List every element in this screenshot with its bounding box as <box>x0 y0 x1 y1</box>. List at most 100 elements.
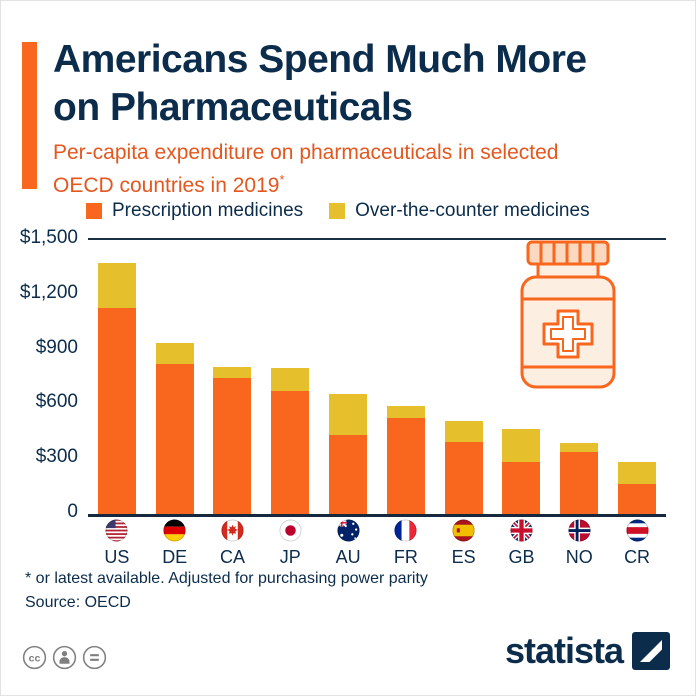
otc-segment <box>560 442 599 453</box>
prescription-segment <box>560 452 599 514</box>
cc-icon: cc <box>22 645 47 670</box>
y-axis-label: 0 <box>67 501 78 522</box>
otc-segment <box>444 421 483 443</box>
legend-label: Over-the-counter medicines <box>355 200 590 221</box>
country-code: ES <box>451 547 476 567</box>
bar-column-au <box>319 393 377 514</box>
statista-logo[interactable]: statista <box>505 630 670 672</box>
stacked-bar <box>155 343 194 514</box>
stacked-bar <box>213 366 252 514</box>
legend-item-otc: Over-the-counter medicines <box>329 200 590 222</box>
flag-gb-icon <box>510 519 533 542</box>
otc-segment <box>329 393 368 436</box>
statista-wordmark: statista <box>504 630 624 671</box>
country-code: FR <box>393 547 418 567</box>
x-label-de: DE <box>146 519 204 568</box>
x-label-jp: JP <box>261 519 319 568</box>
subtitle-line-2: OECD countries in 2019* <box>53 172 285 197</box>
flag-de-icon <box>163 519 186 542</box>
pill-bottle-icon <box>512 239 624 396</box>
flag-cr-icon <box>626 519 649 542</box>
legend-label: Prescription medicines <box>112 200 304 221</box>
flag-us-icon <box>105 519 128 542</box>
stacked-bar <box>329 393 368 514</box>
otc-segment <box>502 429 541 463</box>
x-label-ca: CA <box>204 519 262 568</box>
bars-container <box>88 240 666 514</box>
x-label-no: NO <box>550 519 608 568</box>
cc-license-badges[interactable]: cc <box>22 645 107 670</box>
title-line-2: on Pharmaceuticals <box>53 86 413 129</box>
plot-area <box>88 238 666 517</box>
prescription-segment <box>329 435 368 514</box>
prescription-segment <box>444 442 483 514</box>
otc-segment <box>213 366 252 379</box>
chart-legend: Prescription medicines Over-the-counter … <box>86 200 590 222</box>
prescription-segment <box>386 417 425 514</box>
source-label: Source: OECD <box>25 594 131 611</box>
stacked-bar <box>560 442 599 514</box>
stacked-bar <box>444 421 483 514</box>
y-axis-label: $1,500 <box>19 227 78 248</box>
country-code: GB <box>508 547 535 567</box>
cc-attribution-icon <box>52 645 77 670</box>
otc-segment <box>271 368 310 392</box>
stacked-bar <box>386 406 425 514</box>
prescription-segment <box>213 378 252 514</box>
prescription-segment <box>155 363 194 514</box>
page-title: Americans Spend Much More on Pharmaceuti… <box>53 36 587 132</box>
stacked-bar <box>97 262 136 514</box>
y-axis-label: $1,200 <box>19 281 78 303</box>
country-code: AU <box>335 547 361 567</box>
title-line-1: Americans Spend Much More <box>53 38 587 81</box>
otc-segment <box>386 406 425 418</box>
stacked-bar <box>271 368 310 514</box>
country-code: CR <box>624 547 651 567</box>
otc-segment <box>97 262 136 308</box>
country-code: US <box>104 547 130 567</box>
otc-segment <box>618 462 657 484</box>
bar-column-gb <box>493 429 551 514</box>
flag-no-icon <box>568 519 591 542</box>
country-code: NO <box>565 547 593 567</box>
statista-logo-mark <box>632 632 670 670</box>
bar-column-es <box>435 421 493 514</box>
prescription-segment <box>502 462 541 514</box>
stacked-bar <box>502 429 541 514</box>
country-code: JP <box>279 547 301 567</box>
prescription-segment <box>271 391 310 514</box>
otc-segment <box>155 343 194 364</box>
flag-au-icon <box>337 519 360 542</box>
country-code: DE <box>162 547 188 567</box>
bar-column-no <box>550 442 608 514</box>
flag-jp-icon <box>279 519 302 542</box>
flag-es-icon <box>452 519 475 542</box>
y-axis-label: $600 <box>35 391 78 413</box>
accent-bar <box>22 42 37 189</box>
x-label-es: ES <box>435 519 493 568</box>
country-code: CA <box>219 547 245 567</box>
bar-column-ca <box>204 366 262 514</box>
chart-subtitle: Per-capita expenditure on pharmaceutical… <box>53 139 558 199</box>
cc-equal-icon <box>82 645 107 670</box>
prescription-segment <box>97 307 136 514</box>
legend-item-prescription: Prescription medicines <box>86 200 303 222</box>
stacked-bar <box>618 462 657 514</box>
bar-column-fr <box>377 406 435 514</box>
prescription-swatch-icon <box>86 203 102 219</box>
x-label-gb: GB <box>493 519 551 568</box>
flag-ca-icon <box>221 519 244 542</box>
subtitle-line-1: Per-capita expenditure on pharmaceutical… <box>53 141 559 164</box>
prescription-segment <box>618 483 657 514</box>
bar-column-de <box>146 343 204 514</box>
bar-column-jp <box>261 368 319 514</box>
y-axis-label: $300 <box>35 446 78 468</box>
x-label-us: US <box>88 519 146 568</box>
x-label-cr: CR <box>608 519 666 568</box>
x-axis: US DE CA JP AU FR ES GB NO CR <box>88 519 666 568</box>
bar-column-us <box>88 262 146 514</box>
x-label-fr: FR <box>377 519 435 568</box>
svg-text:cc: cc <box>29 652 41 664</box>
otc-swatch-icon <box>329 203 346 219</box>
